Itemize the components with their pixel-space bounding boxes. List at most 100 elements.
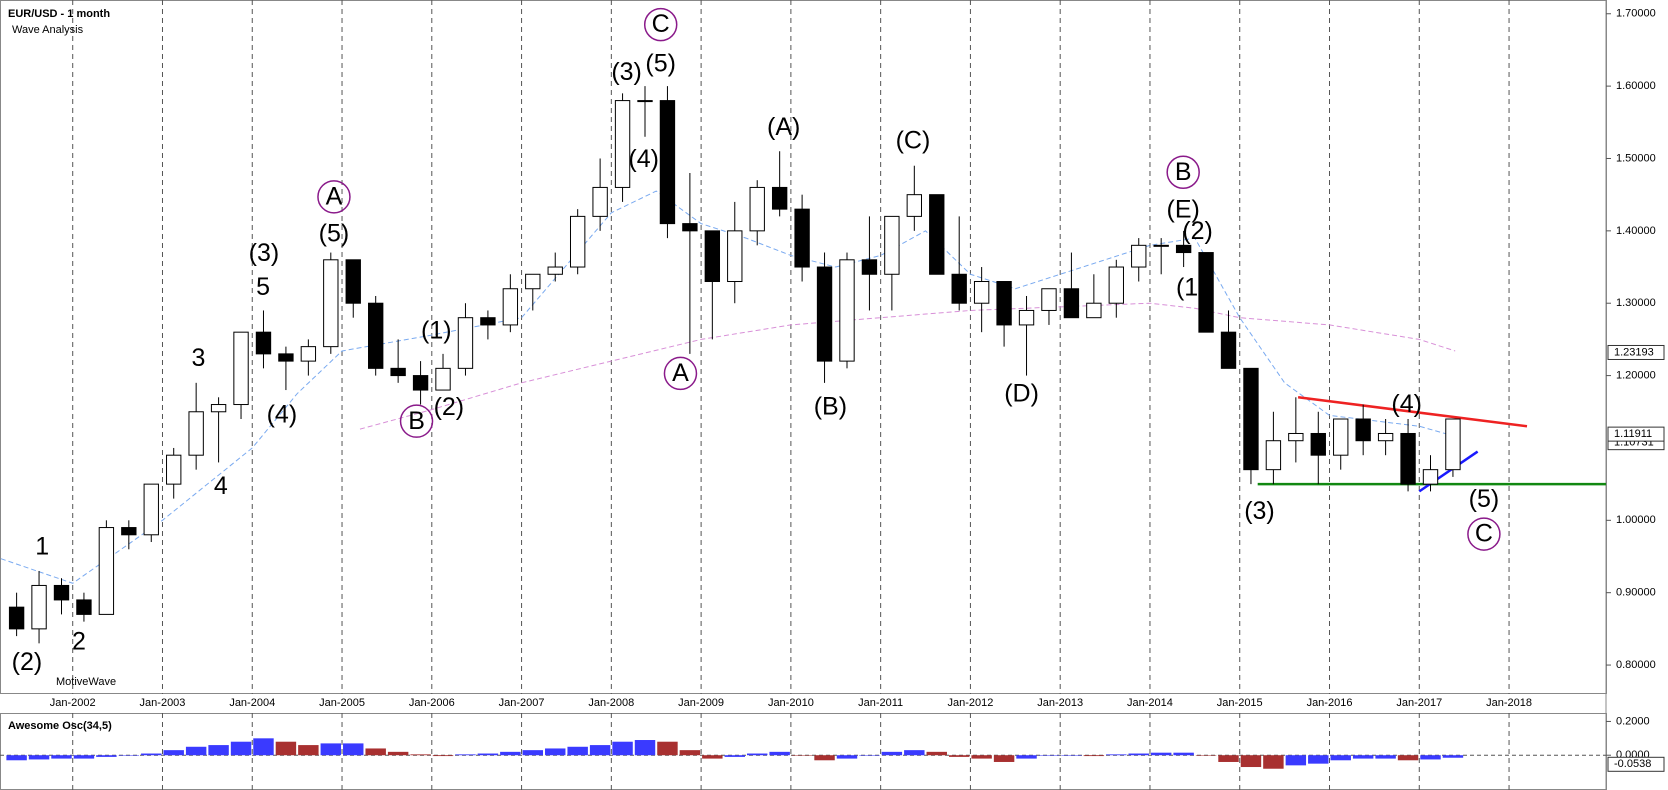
wave-label: (1) <box>421 316 452 344</box>
x-tick-label: Jan-2014 <box>1127 697 1173 709</box>
candle-body <box>1355 418 1371 442</box>
x-tick-label: Jan-2017 <box>1396 697 1442 709</box>
candle-body <box>1018 309 1035 326</box>
osc-bar <box>746 753 768 756</box>
x-tick-label: Jan-2002 <box>50 697 96 709</box>
x-tick-label: Jan-2016 <box>1307 697 1353 709</box>
osc-bar <box>118 755 140 756</box>
candle-body <box>188 411 204 456</box>
candle-body <box>861 259 878 275</box>
osc-bar <box>275 741 297 756</box>
osc-bar <box>791 755 813 756</box>
osc-bar <box>904 750 925 756</box>
candle-body <box>300 346 317 362</box>
chart-title: EUR/USD - 1 month <box>8 8 110 20</box>
y-tick-label: 0.90000 <box>1616 587 1656 599</box>
candle-body <box>1108 266 1124 304</box>
candle-body <box>614 100 631 188</box>
candle-body <box>121 527 137 536</box>
osc-bar <box>163 750 184 756</box>
candle-body <box>8 606 25 630</box>
osc-bar <box>1352 755 1374 759</box>
osc-bar <box>993 755 1015 762</box>
candle-body <box>345 259 361 304</box>
wave-label: B <box>408 407 425 435</box>
wave-label: (4) <box>628 145 659 173</box>
y-tick-label: 1.20000 <box>1616 369 1656 381</box>
wave-label: 5 <box>256 273 270 301</box>
candle-body <box>390 367 406 377</box>
osc-bar <box>1397 755 1419 761</box>
wave-label: (4) <box>1391 390 1422 418</box>
wave-label: (2) <box>12 648 43 676</box>
indicator-line <box>0 190 1456 584</box>
osc-bar <box>28 755 50 760</box>
candle-body <box>592 186 608 217</box>
candle-body <box>525 273 541 290</box>
candle-body <box>884 215 900 275</box>
candle-body <box>1422 469 1439 485</box>
x-tick-label: Jan-2008 <box>588 697 634 709</box>
wave-label: 4 <box>214 472 228 500</box>
candle-body <box>255 331 272 355</box>
wave-label: B <box>1175 158 1192 186</box>
wave-label: (D) <box>1004 379 1039 407</box>
y-tick-label: 1.50000 <box>1616 152 1656 164</box>
candle-body <box>412 375 429 391</box>
wave-label: (2) <box>434 393 465 421</box>
osc-bar <box>51 755 72 759</box>
candle-body <box>951 273 967 304</box>
osc-bar <box>1038 755 1060 756</box>
candle-body <box>704 230 721 283</box>
candle-body <box>1220 331 1237 369</box>
wave-label: C <box>1475 520 1493 548</box>
wave-label: (3) <box>1244 497 1275 525</box>
osc-bar <box>253 738 274 756</box>
candle-body <box>98 527 115 615</box>
candle-body <box>1063 288 1080 319</box>
indicator-line <box>359 302 1456 430</box>
x-tick-label: Jan-2011 <box>858 697 903 709</box>
x-tick-label: Jan-2010 <box>768 697 814 709</box>
osc-bar <box>1420 755 1441 760</box>
osc-bar <box>365 748 386 756</box>
candle-body <box>143 483 159 536</box>
candle-body <box>637 100 653 103</box>
wave-label: (4) <box>267 400 298 428</box>
osc-bar <box>1128 753 1149 756</box>
osc-bar <box>141 753 162 756</box>
wave-label: 1 <box>35 533 49 561</box>
osc-bar <box>926 751 947 756</box>
candle-body <box>480 317 496 326</box>
candle-body <box>278 353 294 362</box>
osc-bar <box>387 751 409 756</box>
candle-body <box>547 266 563 275</box>
osc-bar <box>1083 755 1105 757</box>
osc-bar <box>814 755 835 761</box>
osc-bar <box>500 751 521 756</box>
x-tick-label: Jan-2015 <box>1217 697 1263 709</box>
osc-title: Awesome Osc(34,5) <box>8 720 112 732</box>
candle-body <box>1377 432 1394 442</box>
price-label: -0.0538 <box>1614 758 1651 770</box>
wave-label: (3) <box>249 239 280 267</box>
candle-body <box>457 317 474 369</box>
footer-brand: MotiveWave <box>56 676 116 688</box>
candle-body <box>682 223 698 232</box>
candle-body <box>1243 367 1259 471</box>
x-tick-label: Jan-2003 <box>140 697 186 709</box>
osc-bar <box>1195 755 1217 756</box>
wave-label: (B) <box>814 392 847 420</box>
candle-body <box>1153 244 1169 247</box>
price-label: 1.11911 <box>1614 428 1652 440</box>
candle-body <box>166 454 182 485</box>
osc-bar <box>769 751 790 756</box>
candle-body <box>323 259 339 348</box>
candle-body <box>569 215 586 268</box>
osc-bar <box>948 755 970 757</box>
candle-body <box>839 259 855 362</box>
candle-body <box>1198 252 1214 333</box>
candle-body <box>502 288 519 326</box>
candle-body <box>816 266 833 362</box>
osc-bar <box>971 755 992 759</box>
